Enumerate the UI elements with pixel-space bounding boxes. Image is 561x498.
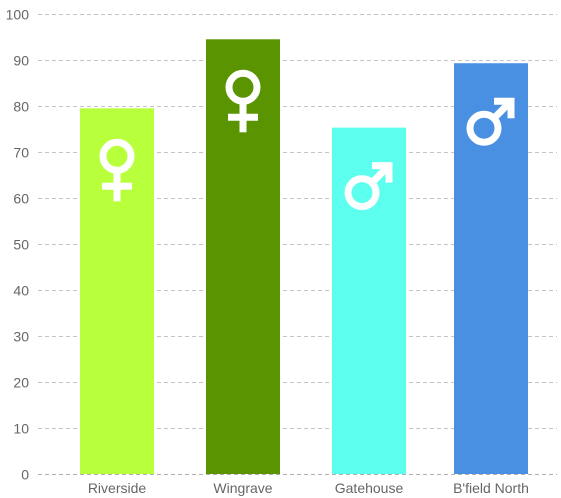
x-category-label: Gatehouse xyxy=(335,480,404,496)
bars xyxy=(80,39,528,475)
y-tick-label-50: 50 xyxy=(13,237,29,253)
y-axis-tick-labels: 0 10 20 30 40 50 60 70 80 90 100 xyxy=(6,7,30,483)
y-tick-label-90: 90 xyxy=(13,53,29,69)
y-tick-label-20: 20 xyxy=(13,375,29,391)
female-symbol-icon xyxy=(99,138,135,202)
x-category-label: Wingrave xyxy=(213,480,272,496)
male-symbol-icon xyxy=(344,162,393,211)
y-tick-label-80: 80 xyxy=(13,99,29,115)
y-tick-label-40: 40 xyxy=(13,283,29,299)
y-tick-label-60: 60 xyxy=(13,191,29,207)
x-category-label: B'field North xyxy=(453,480,529,496)
x-category-label: Riverside xyxy=(88,480,147,496)
bar-icons xyxy=(99,69,515,211)
y-tick-label-0: 0 xyxy=(21,467,29,483)
male-symbol-icon xyxy=(466,97,515,146)
x-axis-category-labels: Riverside Wingrave Gatehouse B'field North xyxy=(88,480,529,496)
y-tick-label-70: 70 xyxy=(13,145,29,161)
y-tick-label-10: 10 xyxy=(13,421,29,437)
female-symbol-icon xyxy=(225,69,261,133)
bar-b-field-north xyxy=(454,63,528,474)
y-tick-label-30: 30 xyxy=(13,329,29,345)
y-tick-label-100: 100 xyxy=(6,7,30,23)
bar-gatehouse xyxy=(332,127,406,475)
bar-riverside xyxy=(80,108,154,475)
